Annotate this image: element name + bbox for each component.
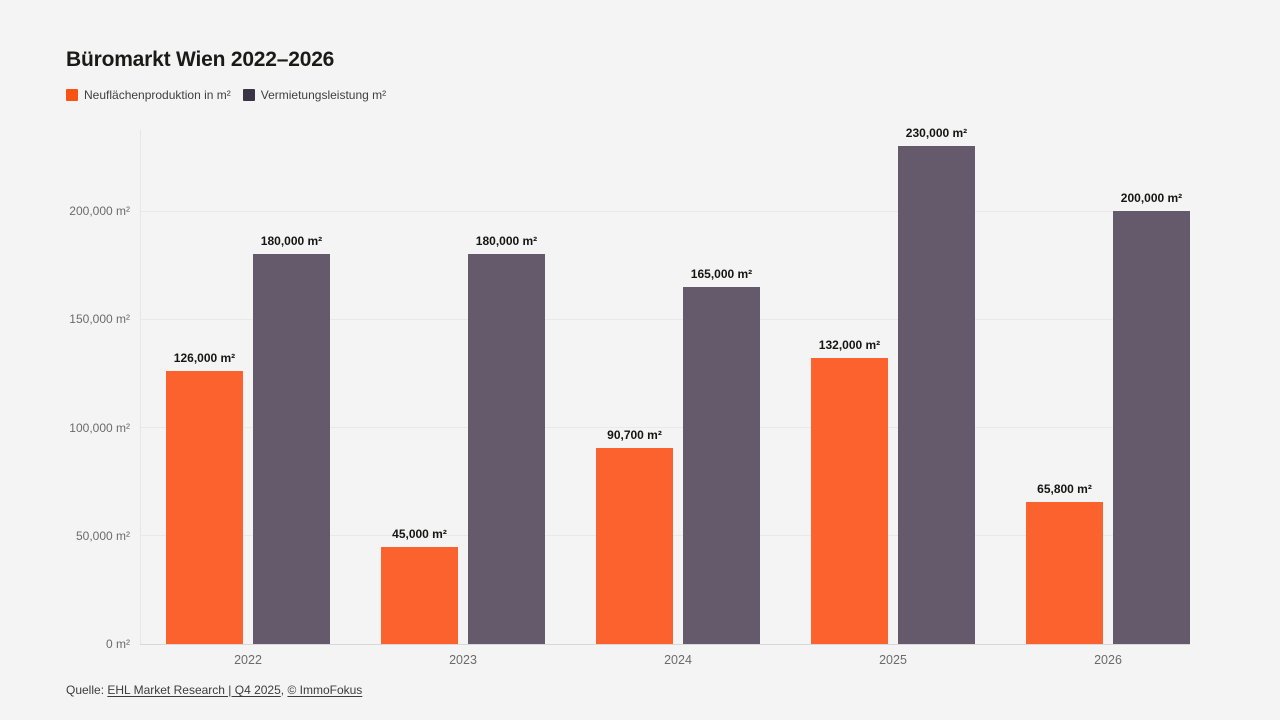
bar-value-label: 165,000 m² (690, 266, 753, 281)
y-axis-line (140, 130, 141, 644)
bar-value-label: 132,000 m² (818, 338, 881, 353)
legend-label: Neuflächenproduktion in m² (84, 88, 231, 102)
bar-vermietungsleistung-2026 (1113, 211, 1190, 644)
legend-item-vermietungsleistung: Vermietungsleistung m² (242, 88, 387, 102)
gridline (140, 210, 1190, 212)
legend-swatch-orange-icon (66, 89, 78, 101)
x-axis-label: 2023 (449, 653, 477, 667)
bar-value-label: 180,000 m² (260, 234, 323, 249)
source-line: Quelle: EHL Market Research | Q4 2025, ©… (66, 683, 362, 697)
y-axis-tick-label: 100,000 m² (69, 420, 130, 435)
x-axis-label: 2022 (234, 653, 262, 667)
gridline (140, 318, 1190, 320)
bar-neuflaechenproduktion-2023 (381, 546, 458, 644)
bar-neuflaechenproduktion-2026 (1026, 501, 1103, 644)
y-axis-tick-label: 200,000 m² (69, 204, 130, 219)
x-axis-label: 2026 (1094, 653, 1122, 667)
x-axis-label: 2025 (879, 653, 907, 667)
x-axis-label: 2024 (664, 653, 692, 667)
source-separator: , (280, 683, 288, 697)
bar-vermietungsleistung-2022 (253, 254, 330, 644)
y-axis-tick-label: 150,000 m² (69, 312, 130, 327)
y-axis-tick-label: 50,000 m² (75, 528, 130, 543)
y-axis-tick-label: 0 m² (106, 637, 130, 651)
bar-vermietungsleistung-2025 (898, 146, 975, 644)
bar-vermietungsleistung-2024 (683, 286, 760, 644)
bar-value-label: 90,700 m² (607, 427, 662, 442)
legend-label: Vermietungsleistung m² (260, 88, 387, 102)
legend-item-neuflaechenproduktion: Neuflächenproduktion in m² (66, 88, 231, 102)
bar-value-label: 180,000 m² (475, 234, 538, 249)
legend-swatch-purple-icon (242, 89, 255, 101)
source-link[interactable]: EHL Market Research | Q4 2025 (107, 683, 281, 697)
source-prefix: Quelle: (66, 683, 108, 697)
chart-title: Büromarkt Wien 2022–2026 (66, 48, 335, 71)
bar-value-label: 45,000 m² (392, 526, 447, 541)
bar-neuflaechenproduktion-2025 (811, 358, 888, 644)
bar-neuflaechenproduktion-2022 (166, 371, 243, 644)
bar-neuflaechenproduktion-2024 (596, 447, 673, 644)
bar-value-label: 200,000 m² (1120, 191, 1183, 206)
bar-value-label: 65,800 m² (1037, 481, 1092, 496)
attribution-link[interactable]: © ImmoFokus (287, 683, 363, 697)
bar-vermietungsleistung-2023 (468, 254, 545, 644)
gridline (140, 643, 1190, 645)
gridline (140, 427, 1190, 429)
bar-value-label: 230,000 m² (905, 126, 968, 141)
bar-value-label: 126,000 m² (173, 351, 236, 366)
chart-legend: Neuflächenproduktion in m² Vermietungsle… (66, 88, 386, 102)
